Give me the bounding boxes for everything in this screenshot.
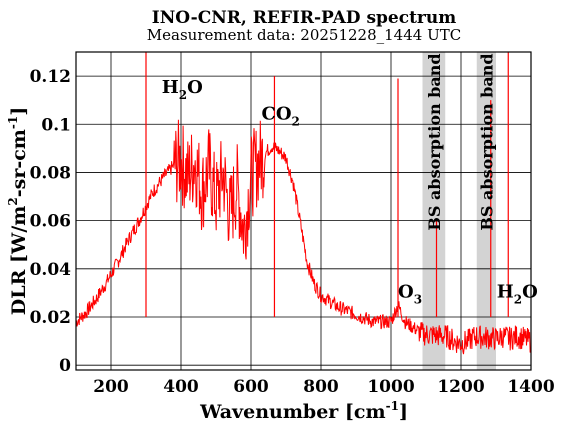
- x-tick-label-2: 600: [233, 377, 269, 397]
- y-tick-label-0: 0: [59, 356, 71, 376]
- series-line: [75, 119, 531, 355]
- chart-subtitle: Measurement data: 20251228_1444 UTC: [147, 26, 461, 44]
- axis-ticks: 200 400 600 800 1000 1200 1400 0 0.02 0.04 0.06 0.0…: [30, 67, 555, 397]
- x-tick-label-0: 200: [93, 377, 129, 397]
- x-tick-label-3: 800: [303, 377, 339, 397]
- x-tick-label-6: 1400: [507, 377, 554, 397]
- band-labels: BS absorption band BS absorption band: [425, 53, 497, 230]
- x-tick-label-1: 400: [163, 377, 199, 397]
- y-tick-label-4: 0.08: [30, 163, 71, 183]
- y-tick-label-3: 0.06: [30, 212, 71, 232]
- annotation-0: H2O: [162, 77, 203, 102]
- series-0-line: [75, 119, 531, 355]
- y-axis-label: DLR [W/m2-sr-cm-1]: [6, 107, 30, 315]
- y-tick-label-6: 0.12: [30, 67, 71, 87]
- y-tick-label-1: 0.02: [30, 308, 71, 328]
- grid-lines: [76, 52, 532, 370]
- series-spikes: [145, 52, 509, 317]
- band-label-1: BS absorption band: [477, 53, 496, 230]
- absorption-band-0: [422, 52, 446, 370]
- y-tick-label-5: 0.1: [41, 115, 71, 135]
- annotation-2: O3: [398, 282, 422, 307]
- x-tick-label-5: 1200: [437, 377, 484, 397]
- chart-title: INO-CNR, REFIR-PAD spectrum: [152, 8, 456, 28]
- annotation-3: H2O: [497, 282, 538, 307]
- plot-frame: [75, 51, 532, 371]
- y-tick-label-2: 0.04: [30, 260, 72, 280]
- annotation-1: CO2: [262, 103, 300, 128]
- band-label-0: BS absorption band: [425, 53, 444, 230]
- x-axis-label: Wavenumber [cm-1]: [199, 399, 408, 423]
- x-tick-label-4: 1000: [367, 377, 414, 397]
- annotations: H2O CO2 O3 H2O: [162, 77, 538, 307]
